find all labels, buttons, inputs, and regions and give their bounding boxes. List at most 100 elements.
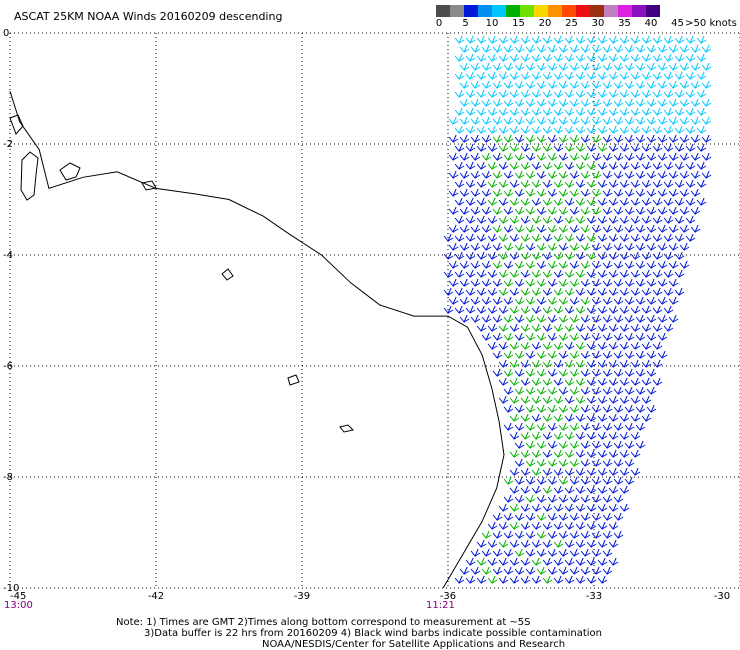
wind-barb [536, 458, 547, 467]
island [339, 424, 354, 433]
wind-barb [558, 62, 569, 71]
wind-barb [481, 242, 492, 251]
y-tick-label: 0 [3, 28, 9, 39]
wind-barb [597, 467, 608, 476]
wind-barb [591, 404, 602, 413]
wind-barb [608, 503, 619, 512]
wind-barb [520, 251, 531, 260]
wind-barb [520, 431, 531, 440]
wind-barb [580, 314, 591, 323]
wind-barb [542, 467, 553, 476]
wind-barb [635, 44, 646, 53]
wind-barb [635, 296, 646, 305]
wind-barb [514, 260, 525, 269]
wind-barb [652, 107, 663, 116]
wind-barb [652, 359, 663, 368]
wind-barb [481, 80, 492, 89]
wind-barb [558, 476, 569, 485]
note-line-2: 3)Data buffer is 22 hrs from 20160209 4)… [144, 628, 602, 639]
wind-barb [608, 341, 619, 350]
wind-barb [476, 575, 487, 584]
color-scale-label: 20 [538, 18, 552, 29]
wind-barb [498, 521, 509, 530]
wind-barb [635, 224, 646, 233]
wind-barb [597, 413, 608, 422]
wind-barb [586, 503, 597, 512]
wind-barb [498, 53, 509, 62]
wind-barb [701, 152, 712, 161]
wind-barb [646, 152, 657, 161]
wind-barb [564, 161, 575, 170]
wind-barb [558, 548, 569, 557]
wind-barb [498, 557, 509, 566]
wind-barb [558, 494, 569, 503]
wind-barb [602, 332, 613, 341]
wind-barb [470, 152, 481, 161]
wind-barb [690, 116, 701, 125]
wind-barb [624, 350, 635, 359]
wind-barb [679, 98, 690, 107]
wind-barb [509, 233, 520, 242]
wind-barb [696, 35, 707, 44]
wind-barb [597, 197, 608, 206]
wind-barb [613, 494, 624, 503]
wind-barb [454, 71, 465, 80]
wind-barb [509, 287, 520, 296]
wind-barb [652, 35, 663, 44]
wind-barb [619, 467, 630, 476]
wind-barb [652, 89, 663, 98]
wind-barb [613, 530, 624, 539]
wind-barb [613, 188, 624, 197]
wind-barb [685, 179, 696, 188]
wind-barb [564, 143, 575, 152]
wind-barb [531, 503, 542, 512]
wind-barb [624, 170, 635, 179]
wind-barb [492, 170, 503, 179]
wind-barb [619, 287, 630, 296]
wind-barb [503, 134, 514, 143]
wind-barb [696, 125, 707, 134]
wind-barb [597, 395, 608, 404]
wind-barb [641, 89, 652, 98]
wind-barb [569, 188, 580, 197]
wind-barb [553, 539, 564, 548]
wind-barb [503, 80, 514, 89]
wind-barb [542, 215, 553, 224]
wind-barb [641, 413, 652, 422]
wind-barb [580, 296, 591, 305]
wind-barb [536, 80, 547, 89]
wind-barb [454, 179, 465, 188]
wind-barb [586, 143, 597, 152]
wind-barb [481, 314, 492, 323]
wind-barb [558, 512, 569, 521]
wind-barb [481, 530, 492, 539]
wind-barb [509, 557, 520, 566]
wind-barb [624, 242, 635, 251]
wind-barb [492, 314, 503, 323]
wind-barb [448, 260, 459, 269]
wind-barb [465, 197, 476, 206]
x-tick-label: -33 [586, 591, 602, 602]
wind-barb [542, 539, 553, 548]
wind-barb [454, 35, 465, 44]
color-swatch [646, 5, 660, 17]
wind-barb [619, 89, 630, 98]
wind-barb [525, 314, 536, 323]
wind-barb [586, 341, 597, 350]
wind-barb [646, 314, 657, 323]
wind-barb [635, 242, 646, 251]
wind-barb [608, 233, 619, 242]
wind-barb [492, 242, 503, 251]
wind-barb [652, 215, 663, 224]
wind-barb [520, 323, 531, 332]
wind-barb [558, 188, 569, 197]
wind-barb [553, 287, 564, 296]
wind-barb [564, 197, 575, 206]
wind-barb [492, 530, 503, 539]
wind-barb [613, 98, 624, 107]
wind-barb [591, 170, 602, 179]
wind-barb [608, 377, 619, 386]
wind-barb [597, 71, 608, 80]
wind-barb [520, 107, 531, 116]
wind-barb [564, 413, 575, 422]
